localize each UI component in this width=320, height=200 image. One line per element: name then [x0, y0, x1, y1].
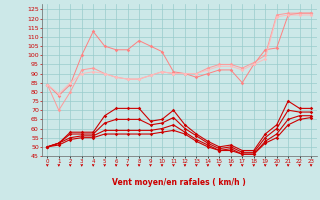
X-axis label: Vent moyen/en rafales ( km/h ): Vent moyen/en rafales ( km/h ) — [112, 178, 246, 187]
